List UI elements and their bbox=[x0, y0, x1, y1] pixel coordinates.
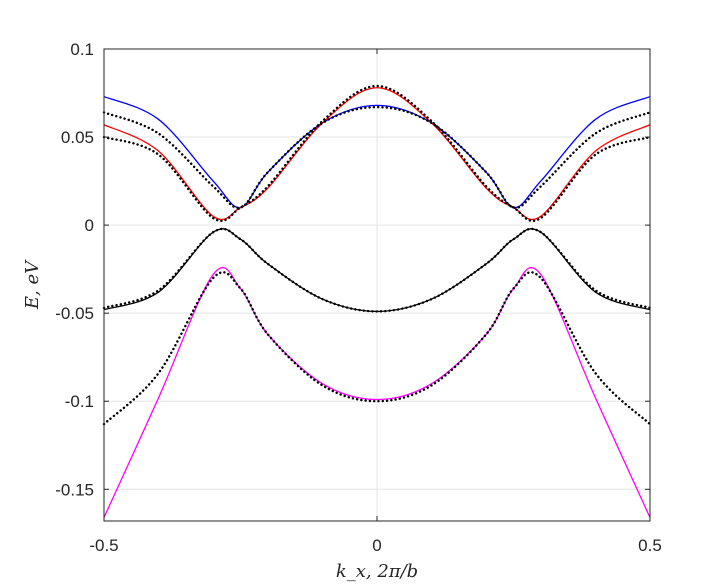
x-tick-label: -0.5 bbox=[89, 536, 118, 555]
x-tick-labels: -0.5 0 0.5 bbox=[89, 536, 661, 555]
series-line-7 bbox=[102, 271, 652, 426]
x-tick-label: 0 bbox=[372, 536, 381, 555]
series-line-5 bbox=[102, 105, 652, 209]
y-tick-label: 0.05 bbox=[61, 128, 94, 147]
y-axis-label: E, eV bbox=[22, 259, 43, 310]
series-line-1 bbox=[103, 95, 651, 209]
y-tick-label: -0.15 bbox=[55, 480, 94, 499]
y-tick-label: -0.05 bbox=[55, 304, 94, 323]
x-axis-label: k_x, 2π/b bbox=[336, 561, 418, 582]
y-tick-label: 0.1 bbox=[70, 40, 94, 59]
y-tick-label: -0.1 bbox=[65, 392, 94, 411]
series-line-3 bbox=[103, 266, 651, 518]
series-line-6 bbox=[102, 84, 652, 223]
series-line-8 bbox=[102, 227, 652, 313]
series-line-2 bbox=[103, 87, 651, 221]
x-tick-label: 0.5 bbox=[638, 536, 662, 555]
y-tick-label: 0 bbox=[85, 216, 94, 235]
axis-ticks bbox=[103, 48, 651, 521]
data-series bbox=[102, 84, 652, 518]
y-tick-labels: 0.1 0.05 0 -0.05 -0.1 -0.15 bbox=[55, 40, 94, 499]
